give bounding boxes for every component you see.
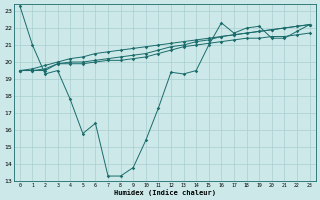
X-axis label: Humidex (Indice chaleur): Humidex (Indice chaleur)	[114, 189, 216, 196]
